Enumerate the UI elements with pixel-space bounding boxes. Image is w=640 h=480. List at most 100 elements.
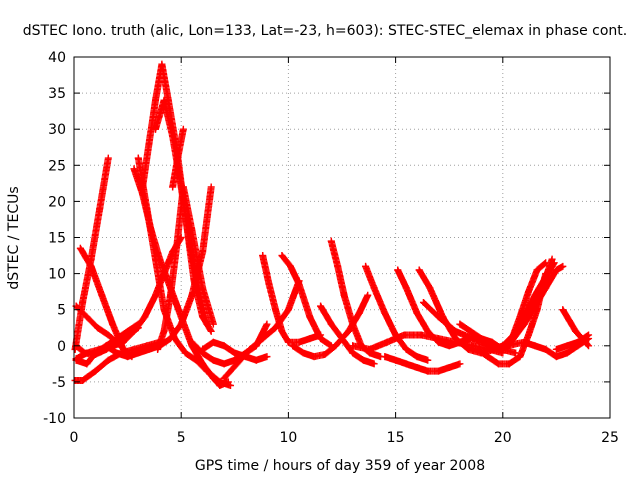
- data-point: [231, 349, 239, 357]
- data-point: [548, 255, 556, 263]
- data-point: [383, 338, 391, 346]
- y-tick-label: 15: [48, 231, 66, 247]
- data-point: [321, 350, 329, 358]
- y-tick-label: 0: [57, 339, 66, 355]
- data-point: [71, 376, 79, 384]
- data-point: [349, 342, 357, 350]
- data-point: [456, 320, 464, 328]
- data-series: [151, 96, 211, 328]
- data-point: [295, 338, 303, 346]
- data-point: [520, 320, 528, 328]
- data-point: [220, 342, 228, 350]
- data-point: [473, 345, 481, 353]
- data-point: [145, 140, 153, 148]
- data-point: [98, 291, 106, 299]
- y-axis-label: dSTEC / TECUs: [6, 186, 22, 289]
- data-point: [124, 353, 132, 361]
- x-tick-label: 10: [279, 430, 297, 446]
- data-point: [177, 313, 185, 321]
- y-tick-label: 10: [48, 267, 66, 283]
- data-point: [434, 335, 442, 343]
- axis-ticks: -10 -5 0 5 10 15 20 25 30 35 40 0 5 10 15 20 25: [43, 50, 619, 446]
- y-tick-label: -5: [52, 375, 66, 391]
- data-point: [113, 349, 121, 357]
- data-point: [417, 331, 425, 339]
- x-axis-label: GPS time / hours of day 359 of year 2008: [195, 458, 485, 474]
- data-point: [452, 335, 460, 343]
- data-point: [233, 360, 241, 368]
- data-point: [531, 342, 539, 350]
- data-point: [445, 363, 453, 371]
- data-point: [488, 338, 496, 346]
- data-point: [520, 338, 528, 346]
- data-point: [278, 327, 286, 335]
- data-point: [145, 345, 153, 353]
- data-point: [419, 298, 427, 306]
- data-point: [207, 183, 215, 191]
- x-tick-label: 25: [601, 430, 619, 446]
- data-point: [141, 313, 149, 321]
- data-point: [306, 313, 314, 321]
- data-point: [415, 266, 423, 274]
- data-point: [109, 320, 117, 328]
- data-point: [227, 382, 235, 390]
- data-point: [151, 291, 159, 299]
- data-point: [400, 331, 408, 339]
- data-point: [434, 367, 442, 375]
- data-point: [102, 342, 110, 350]
- data-point: [220, 374, 228, 382]
- data-point: [340, 291, 348, 299]
- data-point: [278, 252, 286, 260]
- data-point: [516, 313, 524, 321]
- data-point: [209, 356, 217, 364]
- data-point: [199, 284, 207, 292]
- data-point: [272, 306, 280, 314]
- data-series: [154, 183, 217, 353]
- data-point: [495, 360, 503, 368]
- data-point: [171, 335, 179, 343]
- data-point: [338, 335, 346, 343]
- data-point: [464, 345, 472, 353]
- data-point: [563, 349, 571, 357]
- data-point: [284, 306, 292, 314]
- data-point: [516, 353, 524, 361]
- data-point: [119, 338, 127, 346]
- data-point: [76, 244, 84, 252]
- y-tick-label: 5: [57, 303, 66, 319]
- data-point: [505, 360, 513, 368]
- data-point: [216, 378, 224, 386]
- data-point: [295, 280, 303, 288]
- data-point: [203, 320, 211, 328]
- data-point: [160, 96, 168, 104]
- data-point: [175, 147, 183, 155]
- data-point: [306, 335, 314, 343]
- data-point: [130, 165, 138, 173]
- data-point: [284, 338, 292, 346]
- data-point: [552, 345, 560, 353]
- data-point: [552, 266, 560, 274]
- data-point: [259, 252, 267, 260]
- data-point: [91, 367, 99, 375]
- data-point: [104, 154, 112, 162]
- data-point: [143, 205, 151, 213]
- data-point: [381, 353, 389, 361]
- data-point: [327, 320, 335, 328]
- data-point: [574, 338, 582, 346]
- data-point: [259, 335, 267, 343]
- data-point: [572, 327, 580, 335]
- data-point: [83, 360, 91, 368]
- y-tick-label: -10: [43, 411, 66, 427]
- data-point: [151, 255, 159, 263]
- y-tick-label: 40: [48, 50, 66, 66]
- data-point: [426, 284, 434, 292]
- data-point: [263, 353, 271, 361]
- data-point: [533, 266, 541, 274]
- data-point: [362, 262, 370, 270]
- data-series: [259, 252, 325, 346]
- data-point: [124, 327, 132, 335]
- data-point: [317, 302, 325, 310]
- data-point: [199, 345, 207, 353]
- data-point: [452, 327, 460, 335]
- data-point: [263, 320, 271, 328]
